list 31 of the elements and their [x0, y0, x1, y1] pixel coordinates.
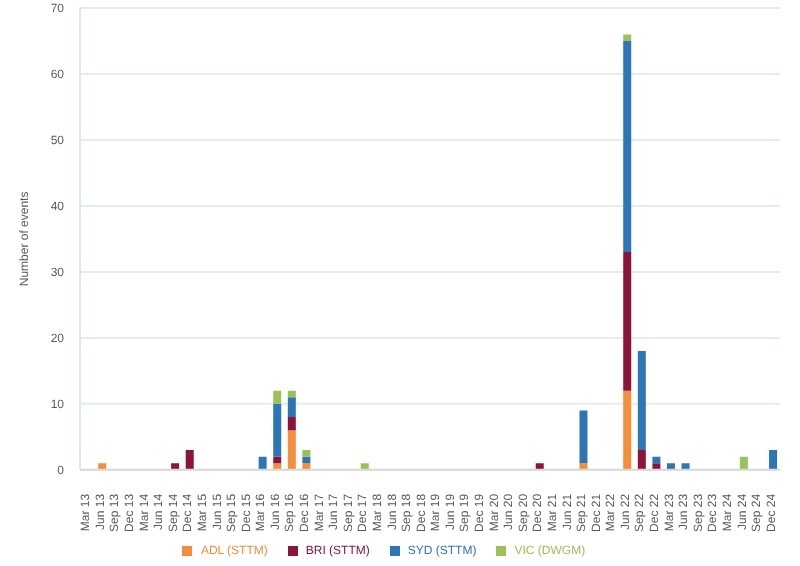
bar: [302, 456, 311, 464]
bar: [287, 397, 296, 418]
bar: [769, 450, 778, 470]
bar: [302, 450, 311, 457]
bar: [652, 463, 661, 470]
bar: [273, 463, 282, 470]
bar: [258, 456, 267, 470]
bar: [360, 463, 369, 470]
bar: [185, 450, 194, 470]
bar: [637, 351, 646, 451]
bar: [739, 456, 748, 470]
bar: [579, 410, 588, 464]
bar: [666, 463, 675, 470]
bar: [652, 456, 661, 464]
bar: [287, 390, 296, 398]
bar: [623, 34, 632, 41]
bar: [579, 463, 588, 470]
bar: [623, 40, 632, 253]
bar: [287, 430, 296, 470]
bar: [171, 463, 180, 470]
bar: [287, 417, 296, 431]
bar: [623, 252, 632, 391]
bar: [681, 463, 690, 470]
bar: [535, 463, 544, 470]
bar: [98, 463, 107, 470]
bar: [637, 450, 646, 470]
bar: [302, 463, 311, 470]
bar: [273, 456, 282, 464]
bar: [623, 390, 632, 470]
bar: [273, 390, 282, 404]
bar: [273, 403, 282, 457]
